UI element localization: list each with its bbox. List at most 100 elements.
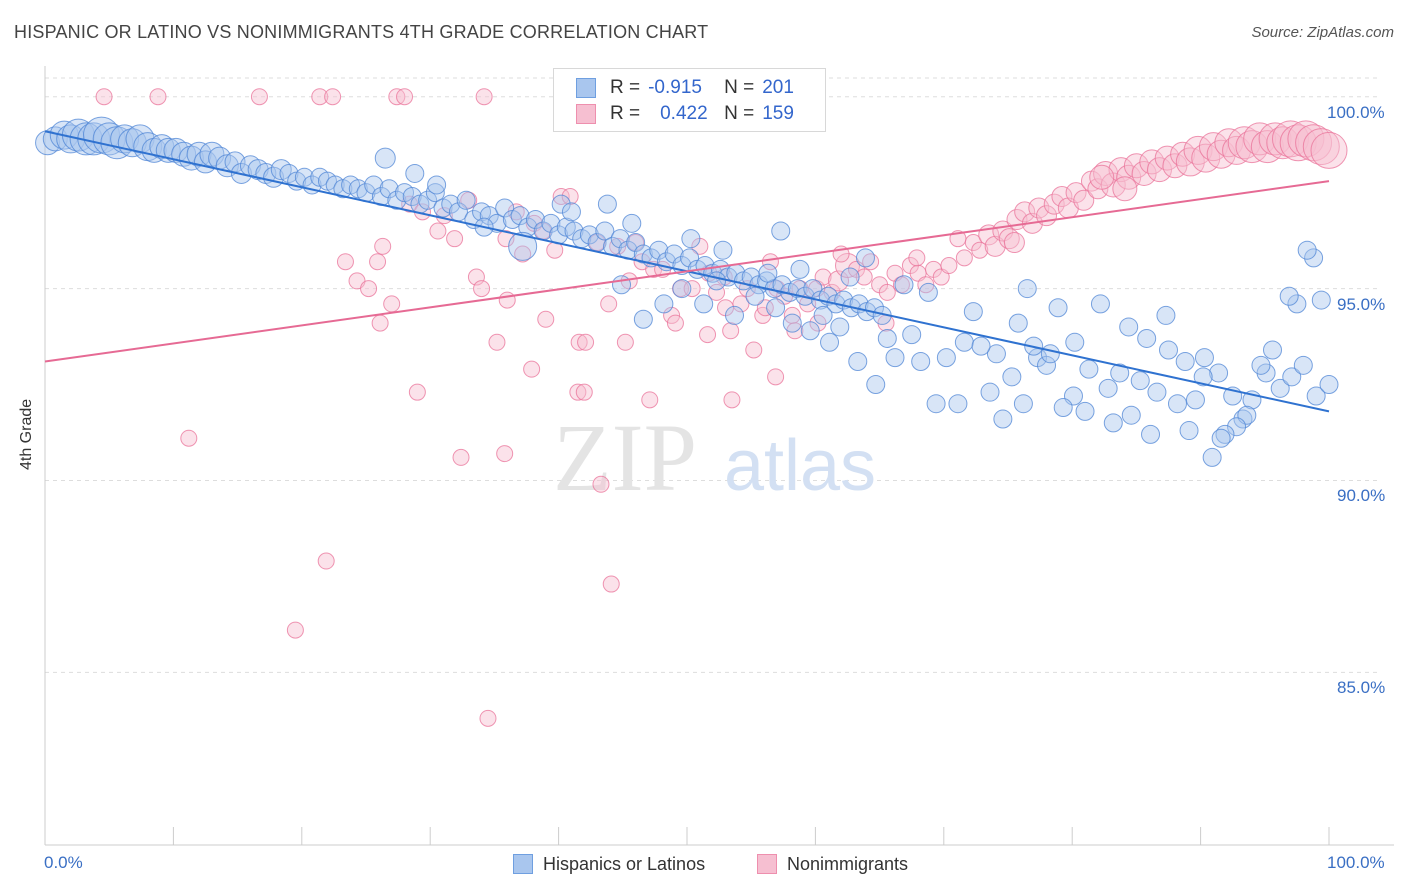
hispanic-point [487,213,507,233]
hispanic-point [1075,401,1095,421]
hispanic-point [681,229,701,249]
hispanic-point [1279,286,1299,306]
hispanic-point [456,190,476,210]
nonimmigrant-point [641,391,659,409]
hispanic-point [633,309,653,329]
hispanic-point [782,313,802,333]
hispanic-point [694,294,714,314]
nonimmigrant-point [663,306,681,324]
legend-n-value: 201 [762,77,794,98]
nonimmigrant-point [955,249,973,267]
hispanic-point [1233,409,1253,429]
hispanic-point [1065,332,1085,352]
hispanic-point [848,351,868,371]
nonimmigrant-trend-line [44,180,1330,363]
nonimmigrant-point [745,341,763,359]
nonimmigrant-point [360,280,378,298]
hispanic-point [1211,428,1231,448]
hispanic-point [963,302,983,322]
y-tick-label: 100.0% [1327,102,1385,122]
watermark: ZIP atlas [553,404,876,511]
legend-r-value: -0.915 [648,77,702,98]
nonimmigrant-point [95,88,113,106]
hispanic-point [364,175,384,195]
hispanic-point [948,394,968,414]
nonimmigrant-point [814,268,832,286]
hispanic-point [1227,417,1247,437]
bottom-legend-swatch-nonimmigrants [757,854,777,874]
nonimmigrant-point [940,257,958,275]
hispanic-point [1251,355,1271,375]
hispanic-point [971,336,991,356]
nonimmigrant-point [408,383,426,401]
hispanic-point [800,321,820,341]
hispanic-point [1263,340,1283,360]
nonimmigrant-point [908,249,926,267]
nonimmigrant-point [627,234,645,252]
hispanic-point [110,124,140,154]
nonimmigrant-point [369,253,387,271]
nonimmigrant-point [1271,120,1309,158]
legend-n-label: N = [724,103,755,124]
legend-row-hispanic: R = -0.915 N = 201 [576,76,794,100]
nonimmigrant-point [756,299,774,317]
nonimmigrant-point [149,88,167,106]
nonimmigrant-point [383,295,401,313]
hispanic-point [820,332,840,352]
hispanic-point [885,348,905,368]
legend-r-label: R = [610,77,641,98]
legend-swatch-hispanic [576,78,596,98]
hispanic-point [186,141,212,167]
hispanic-point [902,325,922,345]
hispanic-point [771,221,791,241]
nonimmigrant-point [855,268,873,286]
nonimmigrant-point [708,283,726,301]
legend-n-label: N = [724,77,755,98]
hispanic-point [1121,405,1141,425]
nonimmigrant-point [396,88,414,106]
hispanic-point [425,183,445,203]
hispanic-point [813,305,833,325]
legend-swatch-nonimmigrants [576,104,596,124]
nonimmigrant-point [971,241,989,259]
legend-r-label: R = [610,103,641,124]
hispanic-point [654,294,674,314]
hispanic-point [772,275,792,295]
nonimmigrant-point [286,621,304,639]
x-tick-label: 0.0% [44,853,83,872]
watermark-atlas: atlas [724,426,876,506]
hispanic-point [790,259,810,279]
trend-lines [44,130,1330,413]
nonimmigrant-point [1154,145,1180,171]
hispanic-point [766,298,786,318]
hispanic-point [1270,378,1290,398]
x-tick-label: 100.0% [1327,853,1385,872]
hispanic-point [610,229,630,249]
nonimmigrant-point [1266,126,1300,160]
nonimmigrant-point [479,709,497,727]
hispanic-point [1037,355,1057,375]
nonimmigrant-point [569,383,587,401]
hispanic-point [374,147,396,169]
hispanic-point [1293,355,1313,375]
nonimmigrant-point [488,333,506,351]
hispanic-point [1156,305,1176,325]
hispanic-point [387,190,407,210]
hispanic-point [926,394,946,414]
hispanic-point [564,221,584,241]
hispanic-point [1137,328,1157,348]
hispanic-point [803,279,823,299]
hispanic-point [855,248,875,268]
hispanic-point [1141,424,1161,444]
nonimmigrant-point [616,333,634,351]
nonimmigrant-point [1279,124,1317,162]
hispanic-point [1193,367,1213,387]
bottom-legend-nonimmigrants: Nonimmigrants [757,852,908,876]
nonimmigrant-point [1310,131,1348,169]
nonimmigrant-point [699,326,717,344]
nonimmigrant-point [823,283,841,301]
hispanic-point [707,271,727,291]
hispanic-point [758,263,778,283]
hispanic-point [35,130,61,156]
nonimmigrant-point [371,314,389,332]
